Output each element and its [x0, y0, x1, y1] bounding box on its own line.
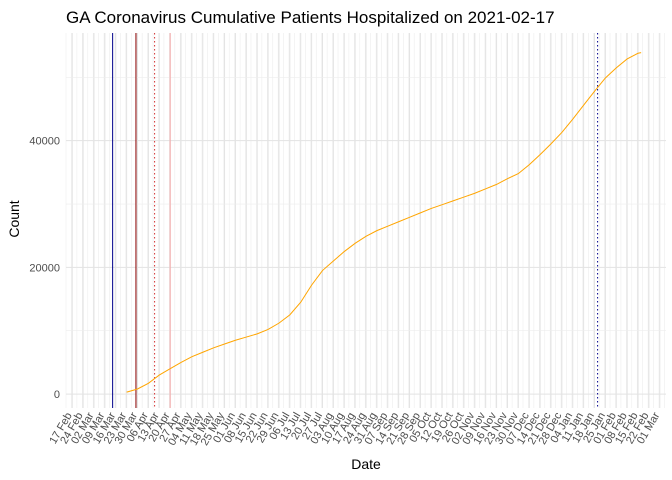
- grid-lines: [65, 33, 666, 408]
- reference-lines: [112, 33, 599, 408]
- y-axis-title: Count: [6, 200, 22, 237]
- series-line: [126, 52, 642, 393]
- y-tick-label: 20000: [29, 262, 60, 274]
- y-axis-ticks: 0 20000 40000: [29, 136, 60, 401]
- y-tick-label: 0: [54, 389, 60, 401]
- chart-title: GA Coronavirus Cumulative Patients Hospi…: [66, 8, 555, 27]
- series-layer: [126, 52, 642, 393]
- x-axis-title: Date: [351, 456, 381, 472]
- y-tick-label: 40000: [29, 136, 60, 148]
